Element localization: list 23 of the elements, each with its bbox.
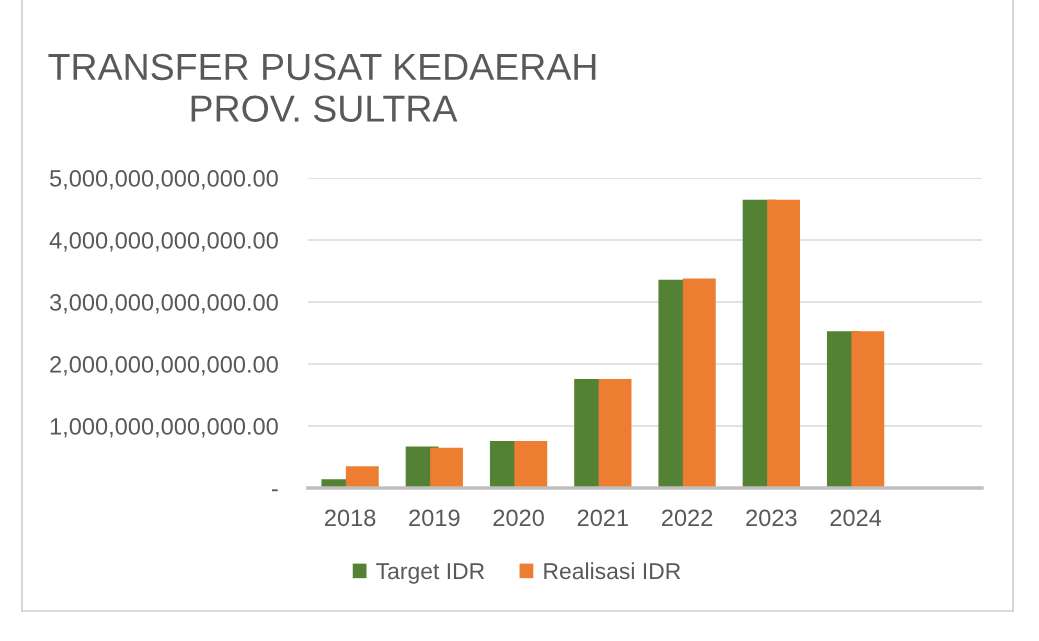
legend-label: Realisasi IDR <box>544 562 681 580</box>
y-tick-label: 1,000,000,000,000.00 <box>50 418 278 438</box>
bar <box>514 440 548 488</box>
y-tick-label: 4,000,000,000,000.00 <box>49 232 278 252</box>
bar <box>345 466 379 488</box>
x-tick-label: 2020 <box>493 509 544 527</box>
x-tick-label: 2019 <box>409 509 460 527</box>
x-tick-label: 2024 <box>830 509 882 527</box>
y-tick-label: - <box>271 489 278 492</box>
bar <box>682 278 716 488</box>
bar <box>851 331 885 488</box>
legend-label: Target IDR <box>376 563 485 584</box>
y-tick-label: 5,000,000,000,000.00 <box>49 170 278 190</box>
x-tick-label: 2023 <box>746 509 797 527</box>
x-tick-label: 2022 <box>662 509 713 527</box>
chart-title: TRANSFER PUSAT KEDAERAH PROV. SULTRA <box>48 53 596 122</box>
bar <box>430 447 463 488</box>
y-tick-label: 3,000,000,000,000.00 <box>49 294 278 314</box>
x-tick-label: 2021 <box>577 509 628 527</box>
x-tick-label: 2018 <box>325 509 376 527</box>
y-tick-label: 2,000,000,000,000.00 <box>50 356 278 376</box>
bar <box>767 199 800 488</box>
bar <box>598 378 632 488</box>
